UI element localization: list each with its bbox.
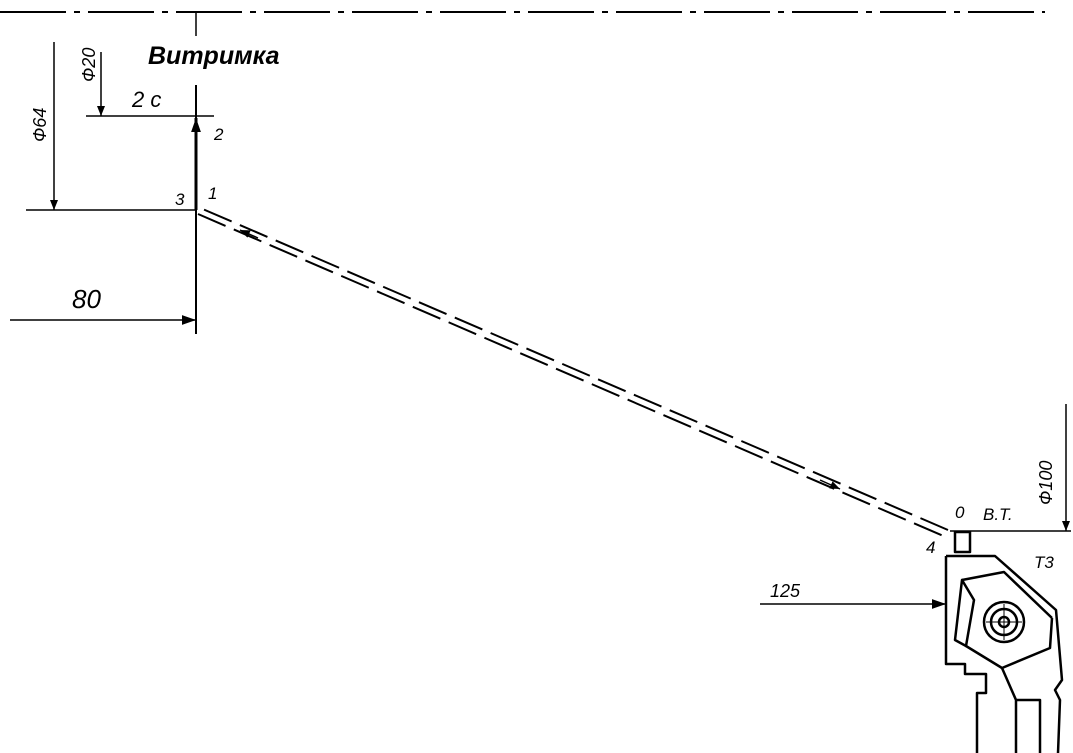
point-1-label: 1: [208, 184, 217, 203]
return-direction-arrow: [819, 479, 841, 490]
point-4-label: 4: [926, 538, 935, 557]
d20-label: Ф20: [79, 48, 99, 82]
dwell-time-label: 2 с: [131, 87, 161, 112]
d100-label: Ф100: [1036, 461, 1056, 505]
approach-direction-arrow: [239, 229, 259, 239]
rapid-approach-path: [197, 206, 949, 531]
tool-holder: [944, 530, 1064, 753]
x80-label: 80: [72, 284, 101, 314]
point-2-label: 2: [213, 125, 224, 144]
point-0-label: 0: [955, 503, 965, 522]
tool-number-label: Т3: [1034, 553, 1054, 572]
title-dwell: Витримка: [148, 42, 280, 70]
rapid-return-path: [197, 213, 949, 539]
x125-label: 125: [770, 581, 801, 601]
start-point-label: В.Т.: [983, 505, 1013, 524]
point-3-label: 3: [175, 190, 185, 209]
d64-label: Ф64: [30, 108, 50, 142]
